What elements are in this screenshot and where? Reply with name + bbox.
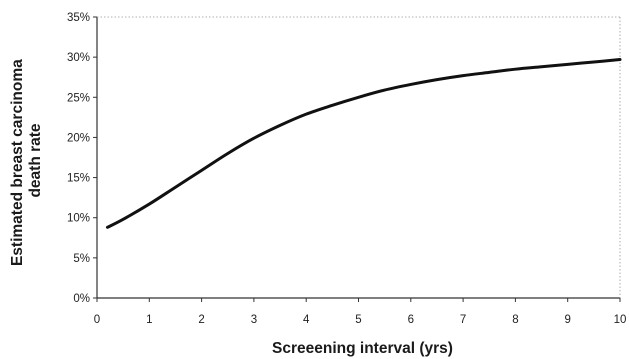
ticks: 0% 5% 10% 15% 20% 25% 30% 35% 0 1 2 3 4 5 6 7 8 9 10 <box>67 12 626 326</box>
x-tick-label: 3 <box>251 314 257 326</box>
x-tick-label: 2 <box>198 314 204 326</box>
x-tick-label: 1 <box>146 314 152 326</box>
x-tick-label: 7 <box>460 314 466 326</box>
series <box>105 58 622 229</box>
x-tick-label: 8 <box>512 314 518 326</box>
x-tick-label: 5 <box>355 314 361 326</box>
x-axis-title: Screeening interval (yrs) <box>272 340 453 357</box>
y-tick-label: 20% <box>67 132 90 144</box>
y-axis-title-line-2: death rate <box>27 123 44 197</box>
y-tick-label: 5% <box>73 253 90 265</box>
y-axis-title-line-1: Estimated breast carcinoma <box>9 59 26 266</box>
y-tick-label: 25% <box>67 92 90 104</box>
series-line <box>105 58 622 229</box>
y-axis-title: Estimated breast carcinoma death rate <box>9 55 44 266</box>
y-tick-label: 35% <box>67 12 90 24</box>
y-tick-label: 0% <box>73 293 90 305</box>
x-tick-label: 0 <box>94 314 100 326</box>
axes <box>96 16 621 299</box>
y-tick-label: 30% <box>67 52 90 64</box>
y-tick-label: 15% <box>67 173 90 185</box>
x-tick-label: 4 <box>303 314 310 326</box>
x-tick-label: 9 <box>564 314 570 326</box>
x-tick-label: 6 <box>408 314 414 326</box>
x-tick-label: 10 <box>614 314 627 326</box>
y-tick-label: 10% <box>67 213 90 225</box>
